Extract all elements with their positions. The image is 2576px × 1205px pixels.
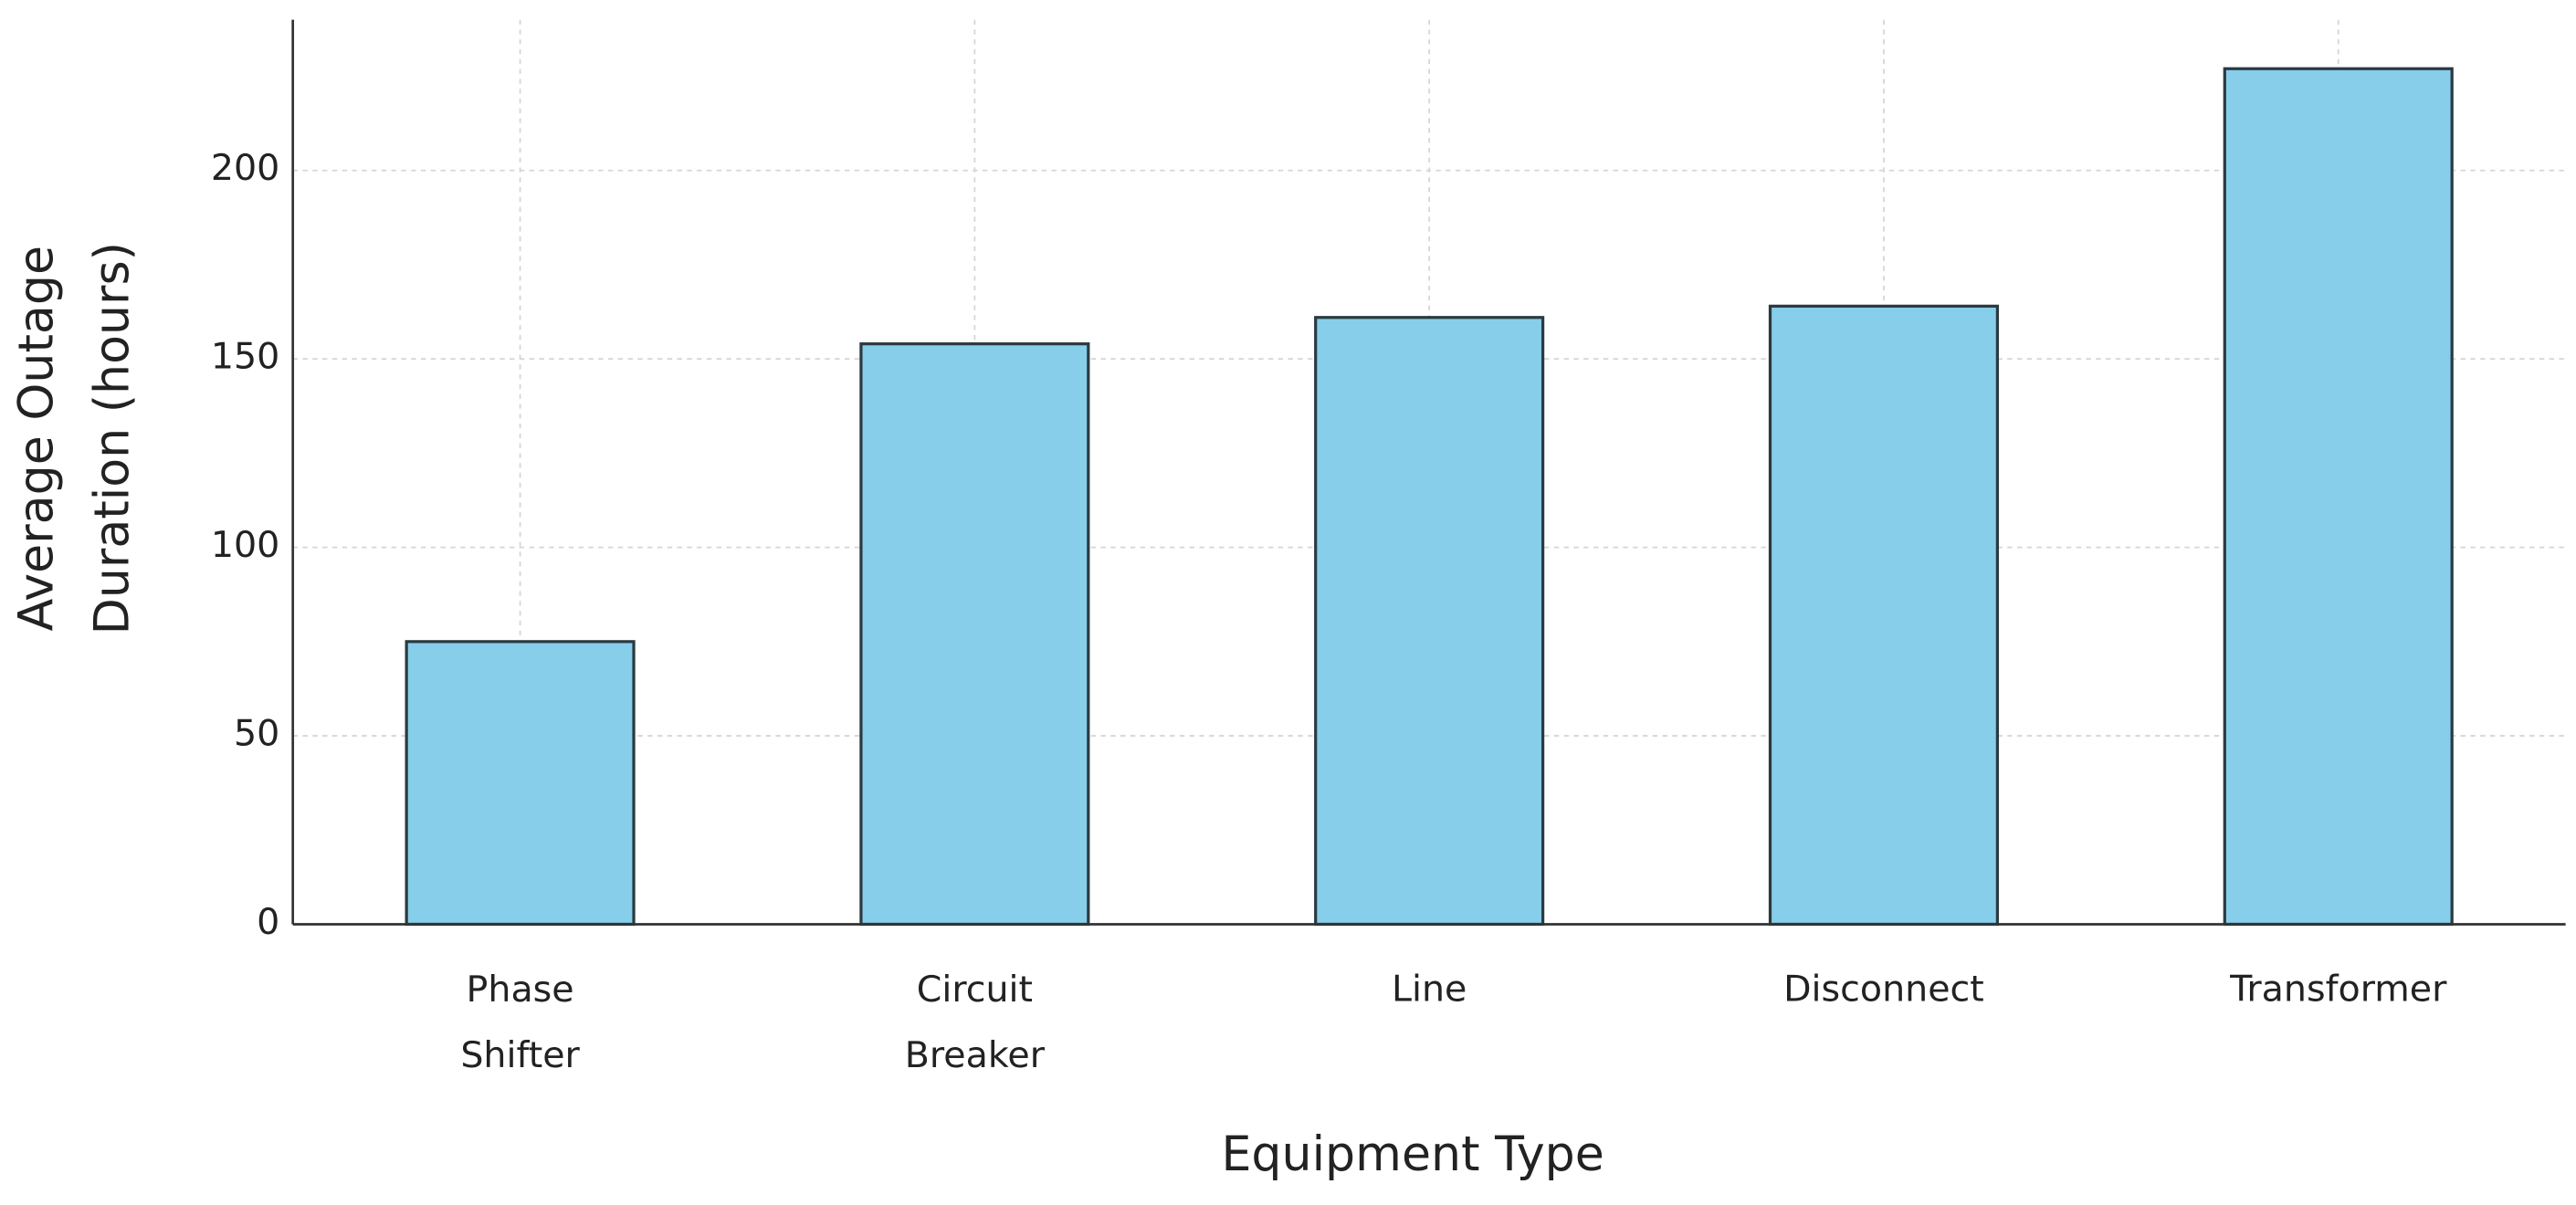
- bar: [859, 342, 1090, 927]
- y-axis-label: Duration (hours): [85, 242, 140, 634]
- y-tick-label: 150: [211, 336, 279, 378]
- x-tick-label: Line: [1392, 969, 1467, 1011]
- x-tick-label: Circuit Breaker: [905, 969, 1046, 1076]
- y-tick-label: 0: [257, 901, 279, 943]
- y-tick-label: 50: [234, 713, 279, 755]
- bar: [1314, 316, 1545, 927]
- y-axis-label: Average Outage: [10, 246, 65, 631]
- x-tick-label: Disconnect: [1783, 969, 1984, 1011]
- x-axis-label: Equipment Type: [1221, 1127, 1603, 1182]
- x-tick-label: Phase Shifter: [460, 969, 580, 1076]
- y-tick-label: 100: [211, 524, 279, 566]
- bar: [405, 640, 636, 927]
- x-tick-label-line: Shifter: [460, 1034, 580, 1076]
- x-tick-label-line: Phase: [467, 969, 574, 1011]
- x-tick-label: Transformer: [2229, 969, 2447, 1011]
- x-tick-label-line: Breaker: [905, 1034, 1046, 1076]
- y-tick-label: 200: [211, 147, 279, 189]
- x-tick-label-line: Circuit: [917, 969, 1033, 1011]
- bar: [2223, 67, 2454, 927]
- bar: [1768, 304, 2000, 927]
